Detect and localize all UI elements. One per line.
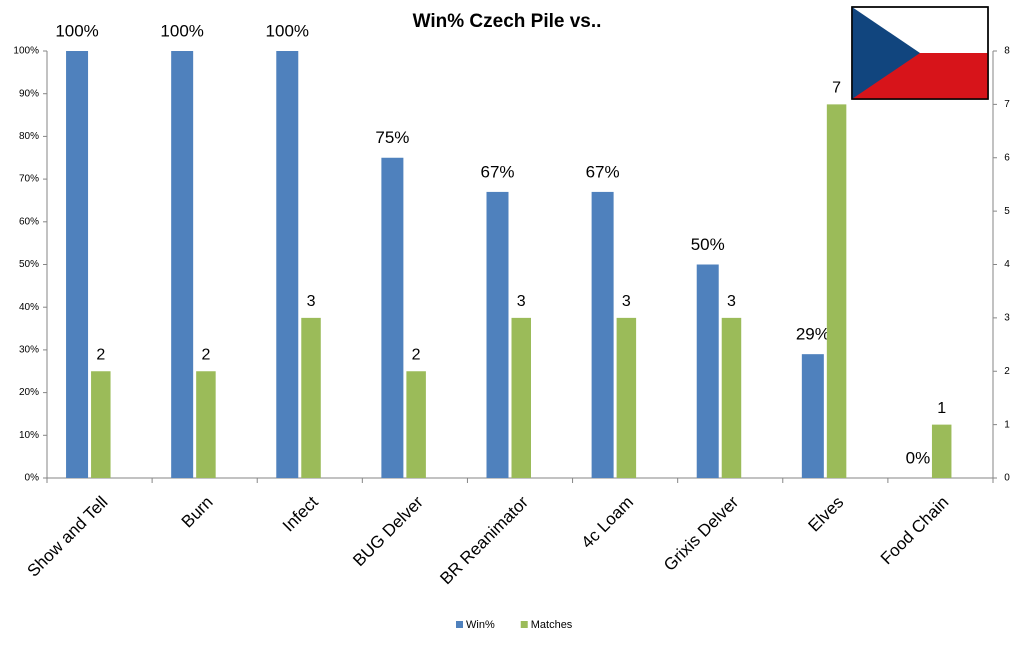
x-tick-label: Burn [178, 493, 217, 532]
bar [406, 371, 426, 478]
flag-border [851, 6, 989, 100]
data-label: 100% [55, 21, 98, 40]
legend-label: Win% [466, 619, 495, 631]
data-label: 50% [691, 235, 725, 254]
data-label: 3 [622, 293, 631, 310]
y-tick-label: 20% [19, 387, 39, 398]
data-label: 29% [796, 325, 830, 344]
x-tick-label: Elves [804, 493, 847, 536]
x-tick-label: Food Chain [877, 493, 953, 569]
x-tick-label: BUG Delver [349, 492, 427, 570]
data-label: 3 [727, 293, 736, 310]
data-label: 3 [517, 293, 526, 310]
y2-tick-label: 2 [1004, 366, 1010, 377]
data-label: 100% [160, 21, 203, 40]
y2-tick-label: 7 [1004, 99, 1010, 110]
bar [196, 371, 216, 478]
flag-blue [852, 7, 920, 99]
y-tick-label: 70% [19, 174, 39, 185]
legend-label: Matches [531, 619, 573, 631]
data-label: 7 [832, 80, 841, 97]
bar [171, 51, 194, 478]
data-label: 2 [201, 346, 210, 363]
bar [616, 317, 637, 478]
bar [826, 104, 847, 478]
y2-tick-label: 8 [1004, 46, 1010, 57]
y-tick-label: 10% [19, 430, 39, 441]
legend-swatch [520, 621, 528, 628]
y2-tick-label: 6 [1004, 152, 1010, 163]
bar [91, 371, 111, 478]
data-label: 2 [412, 346, 421, 363]
x-tick-label: Show and Tell [23, 493, 111, 581]
y2-tick-label: 0 [1004, 473, 1010, 484]
bar [301, 317, 321, 478]
y2-tick-label: 4 [1004, 259, 1010, 270]
bar [801, 354, 824, 478]
data-label: 2 [96, 346, 105, 363]
y2-tick-label: 3 [1004, 313, 1010, 324]
bar [276, 51, 299, 478]
bar [486, 191, 509, 478]
bar [931, 424, 952, 478]
y-tick-label: 0% [25, 473, 40, 484]
data-label: 0% [906, 448, 931, 467]
y-tick-label: 80% [19, 131, 39, 142]
bar [721, 317, 742, 478]
chart-title: Win% Czech Pile vs.. [413, 11, 602, 32]
x-tick-label: 4c Loam [578, 493, 638, 553]
y-tick-label: 90% [19, 88, 39, 99]
data-label: 100% [266, 21, 309, 40]
x-tick-label: Infect [279, 492, 322, 535]
bar [66, 51, 89, 478]
data-label: 3 [307, 293, 316, 310]
bar [696, 264, 719, 478]
data-label: 67% [480, 162, 514, 181]
czech-flag [851, 6, 989, 100]
legend-swatch [456, 621, 463, 628]
bar [591, 191, 614, 478]
bar [511, 317, 531, 478]
bar [381, 157, 404, 478]
y2-tick-label: 5 [1004, 206, 1010, 217]
y-tick-label: 30% [19, 345, 39, 356]
x-tick-label: Grixis Delver [660, 492, 742, 574]
y-tick-label: 40% [19, 302, 39, 313]
y-tick-label: 60% [19, 216, 39, 227]
data-label: 67% [586, 162, 620, 181]
y2-tick-label: 1 [1004, 419, 1010, 430]
x-tick-label: BR Reanimator [436, 492, 532, 588]
y-tick-label: 50% [19, 259, 39, 270]
data-label: 75% [375, 128, 409, 147]
data-label: 1 [937, 400, 946, 417]
y-tick-label: 100% [13, 46, 39, 57]
